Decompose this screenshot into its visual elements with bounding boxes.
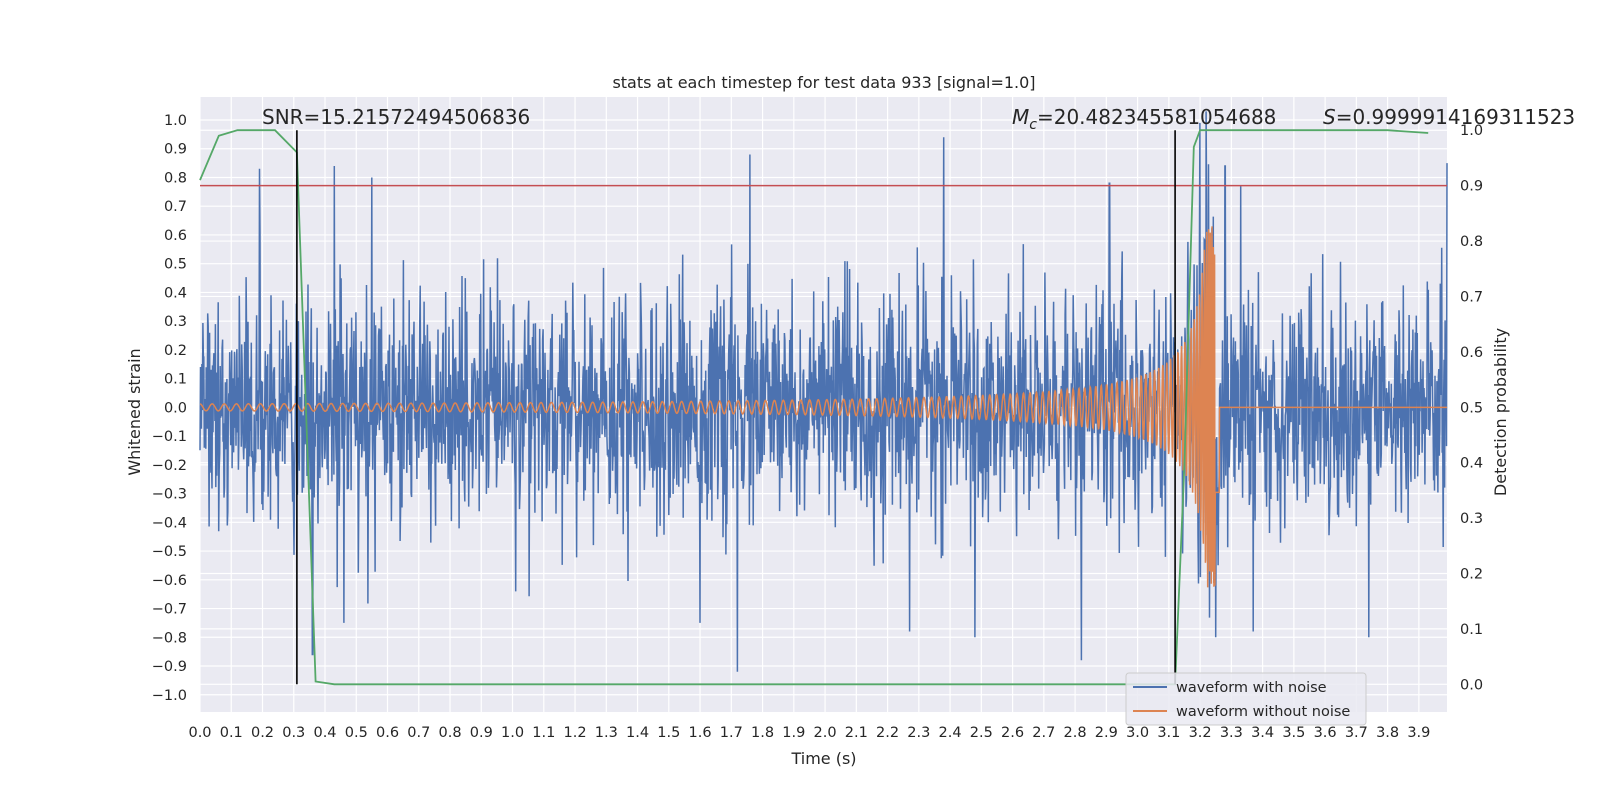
y-tick-label: 0.9 (164, 142, 187, 158)
mc-value: =20.482345581054688 (1037, 105, 1276, 129)
s-value: =0.9999914169311523 (1336, 105, 1575, 129)
y-tick-label: −0.4 (152, 515, 187, 531)
y2-tick-label: 0.1 (1460, 622, 1483, 638)
x-tick-label: 2.6 (1001, 725, 1024, 741)
x-tick-label: 3.1 (1157, 725, 1180, 741)
series-line-noise (199, 111, 1448, 672)
x-tick-label: 1.8 (751, 725, 774, 741)
series-line-clean (199, 226, 1447, 588)
y-tick-label: −0.5 (152, 544, 187, 560)
x-tick-label: 0.2 (251, 725, 274, 741)
x-tick-label: 0.4 (313, 725, 336, 741)
y-tick-label: −1.0 (152, 688, 187, 704)
y-tick-label: 0.3 (164, 314, 187, 330)
x-tick-label: 1.2 (564, 725, 587, 741)
y2-tick-labels: 1.0 0.9 0.8 0.7 0.6 0.5 0.4 0.3 0.2 0.1 0.0 (1460, 123, 1483, 693)
y2-tick-label: 0.5 (1460, 400, 1483, 416)
x-tick-label: 3.3 (1220, 725, 1243, 741)
x-tick-label: 1.3 (595, 725, 618, 741)
x-tick-label: 2.3 (907, 725, 930, 741)
s-symbol: S (1323, 105, 1336, 129)
x-tick-label: 1.4 (626, 725, 649, 741)
x-tick-label: 2.1 (845, 725, 868, 741)
series-line-probability (199, 129, 1429, 686)
y-tick-label: −0.1 (152, 429, 187, 445)
x-tick-label: 2.7 (1032, 725, 1055, 741)
x-tick-label: 0.8 (438, 725, 461, 741)
x-tick-label: 1.7 (720, 725, 743, 741)
x-tick-label: 2.0 (814, 725, 837, 741)
x-tick-label: 0.6 (376, 725, 399, 741)
x-tick-label: 1.5 (657, 725, 680, 741)
x-tick-label: 3.8 (1376, 725, 1399, 741)
x-tick-label: 0.1 (220, 725, 243, 741)
s-annotation: S=0.9999914169311523 (1323, 105, 1575, 129)
y-tick-label: −0.7 (152, 602, 187, 618)
y-tick-label: 0.7 (164, 199, 187, 215)
y-tick-labels: 1.0 0.9 0.8 0.7 0.6 0.5 0.4 0.3 0.2 0.1 0.0 −0.1 −0.… (152, 113, 187, 704)
y2-tick-label: 0.8 (1460, 234, 1483, 250)
y2-axis-label: Detection probability (1491, 328, 1510, 496)
y-tick-label: 0.5 (164, 257, 187, 273)
y2-tick-label: 0.4 (1460, 456, 1483, 472)
x-tick-label: 1.1 (532, 725, 555, 741)
x-tick-label: 3.4 (1251, 725, 1274, 741)
y2-tick-label: 0.3 (1460, 511, 1483, 527)
legend: waveform with noise waveform without noi… (1125, 672, 1367, 726)
plot-layer (199, 111, 1448, 686)
x-tick-label: 0.3 (282, 725, 305, 741)
x-tick-label: 2.8 (1064, 725, 1087, 741)
y2-tick-label: 1.0 (1460, 123, 1483, 139)
x-tick-labels: 0.0 0.1 0.2 0.3 0.4 0.5 0.6 0.7 0.8 0.9 1.0 1.1 1.2 1… (188, 725, 1430, 741)
y-tick-label: 1.0 (164, 113, 187, 129)
y-tick-label: −0.2 (152, 458, 187, 474)
mc-symbol: M (1012, 105, 1029, 129)
y-tick-label: 0.8 (164, 170, 187, 186)
y-tick-label: 0.1 (164, 372, 187, 388)
y-tick-label: −0.8 (152, 630, 187, 646)
y-axis-label: Whitened strain (125, 348, 144, 475)
x-tick-label: 1.0 (501, 725, 524, 741)
y-tick-label: −0.9 (152, 659, 187, 675)
x-tick-label: 1.6 (689, 725, 712, 741)
x-tick-label: 0.9 (470, 725, 493, 741)
x-tick-label: 3.6 (1314, 725, 1337, 741)
x-tick-label: 3.2 (1189, 725, 1212, 741)
y2-tick-label: 0.7 (1460, 289, 1483, 305)
mc-subscript: c (1029, 117, 1037, 133)
x-tick-label: 0.5 (345, 725, 368, 741)
y2-tick-label: 0.9 (1460, 179, 1483, 195)
y2-tick-label: 0.6 (1460, 345, 1483, 361)
legend-label-clean: waveform without noise (1176, 704, 1350, 720)
y-tick-label: −0.3 (152, 487, 187, 503)
y2-tick-label: 0.0 (1460, 677, 1483, 693)
x-tick-label: 3.7 (1345, 725, 1368, 741)
y-tick-label: 0.6 (164, 228, 187, 244)
chart-title: stats at each timestep for test data 933… (612, 73, 1035, 92)
x-tick-label: 0.0 (188, 725, 211, 741)
x-tick-label: 3.0 (1126, 725, 1149, 741)
x-tick-label: 2.9 (1095, 725, 1118, 741)
legend-box (1125, 672, 1367, 726)
y-tick-label: −0.6 (152, 573, 187, 589)
x-tick-label: 1.9 (782, 725, 805, 741)
x-tick-label: 0.7 (407, 725, 430, 741)
x-tick-label: 2.5 (970, 725, 993, 741)
x-tick-label: 2.4 (939, 725, 962, 741)
x-axis-label: Time (s) (790, 749, 856, 768)
x-tick-label: 3.5 (1282, 725, 1305, 741)
y2-tick-label: 0.2 (1460, 566, 1483, 582)
mc-annotation: Mc=20.482345581054688 (1012, 105, 1276, 133)
y-tick-label: 0.2 (164, 343, 187, 359)
y-tick-label: 0.0 (164, 400, 187, 416)
legend-label-noise: waveform with noise (1176, 680, 1327, 696)
x-tick-label: 3.9 (1407, 725, 1430, 741)
x-tick-label: 2.2 (876, 725, 899, 741)
snr-annotation: SNR=15.21572494506836 (262, 105, 530, 129)
y-tick-label: 0.4 (164, 285, 187, 301)
